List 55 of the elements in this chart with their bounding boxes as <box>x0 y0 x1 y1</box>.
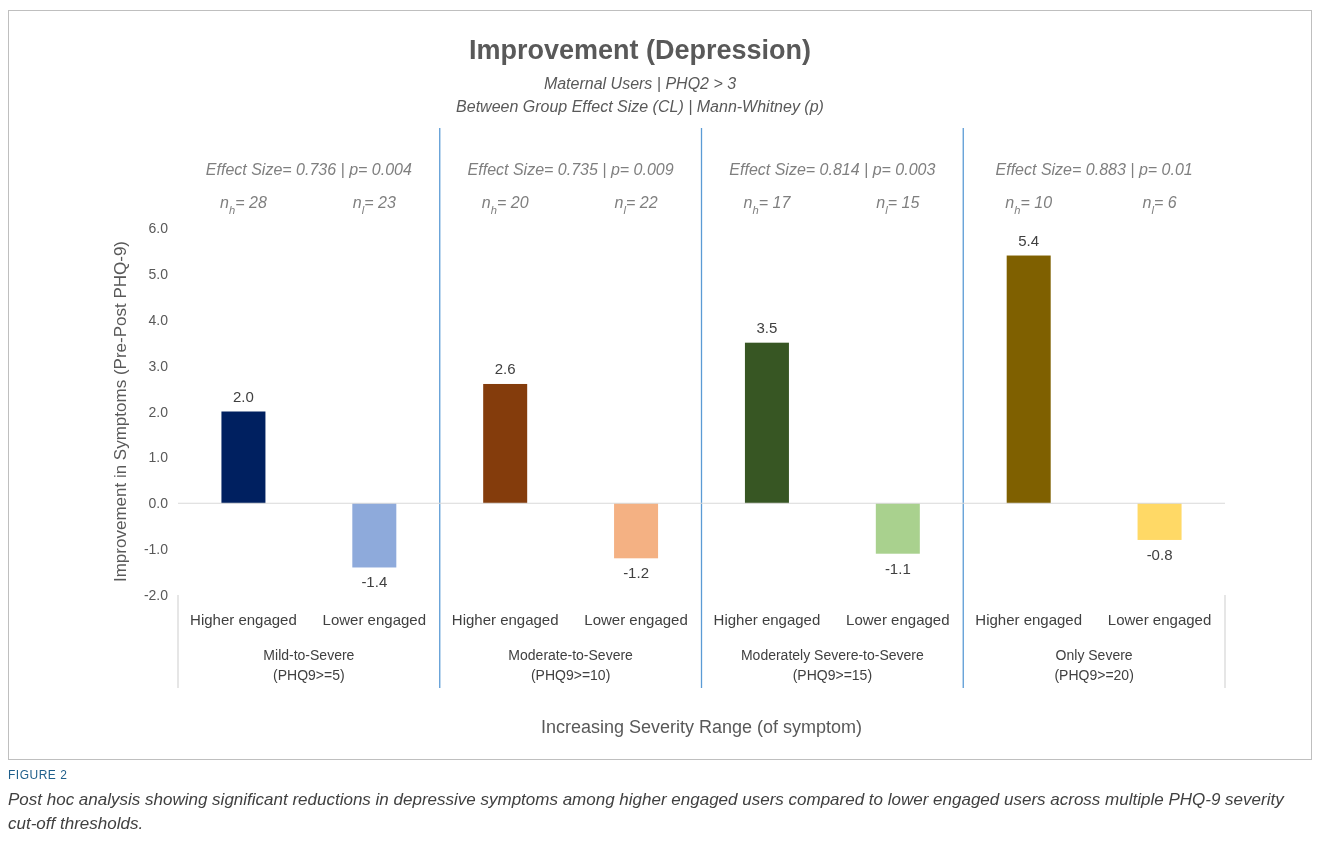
text: Mild-to-Severe (PHQ9>=5) <box>263 647 355 683</box>
text: n$_{l}$= 15 <box>876 194 920 216</box>
text: Effect Size= 0.883 | p= 0.01 <box>995 161 1193 178</box>
y-tick-label: 2.0 <box>148 403 169 420</box>
data-label: -1.2 <box>623 564 649 582</box>
text: n$_{l}$= 23 <box>352 194 396 216</box>
data-label: 5.4 <box>1018 231 1040 249</box>
bar <box>875 503 920 554</box>
text: n$_{h}$= 10 <box>1005 194 1053 216</box>
text: n$_{l}$= 6 <box>1142 194 1177 216</box>
x-axis-title: Increasing Severity Range (of symptom) <box>540 717 863 737</box>
text: n$_{h}$= 20 <box>481 194 529 216</box>
bar <box>221 411 266 504</box>
bar <box>744 342 789 504</box>
y-tick-label: -2.0 <box>143 587 169 603</box>
y-tick-label: 3.0 <box>148 357 169 374</box>
data-label: -1.4 <box>361 573 388 591</box>
y-axis-title: Improvement in Symptoms (Pre-Post PHQ-9) <box>111 240 130 583</box>
bar <box>1137 503 1182 540</box>
y-tick-label: 0.0 <box>148 495 169 512</box>
x-tick-label: Higher engaged <box>451 611 559 628</box>
y-tick-label: 6.0 <box>148 220 169 236</box>
data-label: 2.0 <box>233 387 254 405</box>
x-tick-label: Higher engaged <box>713 611 821 628</box>
text: n$_{l}$= 22 <box>614 194 658 216</box>
text: n$_{h}$= 17 <box>743 194 792 216</box>
text: n$_{h}$= 28 <box>220 194 267 216</box>
text: Post hoc analysis showing significant reductions in depressive symptoms among higher engaged users compared to lower engaged users across multiple PHQ-9 severity cut-off thresholds. <box>8 789 1286 835</box>
y-tick-label: 4.0 <box>148 311 169 328</box>
bar <box>483 383 528 504</box>
y-tick-label: -1.0 <box>143 541 169 558</box>
y-tick-label: 5.0 <box>148 265 169 282</box>
data-label: -0.8 <box>1146 545 1173 563</box>
x-tick-label: Lower engaged <box>322 611 427 628</box>
text: Effect Size= 0.735 | p= 0.009 <box>467 161 674 178</box>
chart-title: Improvement (Depression) <box>468 35 812 65</box>
x-tick-label: Higher engaged <box>975 611 1083 628</box>
data-label: 2.6 <box>494 359 516 377</box>
text: Effect Size= 0.736 | p= 0.004 <box>205 161 413 178</box>
x-tick-label: Lower engaged <box>846 611 950 628</box>
text: Only Severe (PHQ9>=20) <box>1054 647 1134 683</box>
text: Effect Size= 0.814 | p= 0.003 <box>729 161 936 178</box>
bar <box>1006 255 1051 504</box>
bar <box>352 503 397 568</box>
x-tick-label: Lower engaged <box>584 611 688 628</box>
data-label: 3.5 <box>756 318 778 336</box>
caption: FIGURE 2 <box>8 768 69 782</box>
y-tick-label: 1.0 <box>148 449 169 466</box>
text: Moderate-to-Severe (PHQ9>=10) <box>508 647 634 683</box>
x-tick-label: Lower engaged <box>1107 611 1212 628</box>
text: Moderately Severe-to-Severe (PHQ9>=15) <box>740 647 925 683</box>
chart-subtitle: Maternal Users | PHQ2 > 3 Between Group Effect Size (CL) | Mann-Whitney (p) <box>456 75 824 115</box>
x-tick-label: Higher engaged <box>190 611 297 628</box>
bar <box>614 503 659 559</box>
data-label: -1.1 <box>884 559 911 577</box>
